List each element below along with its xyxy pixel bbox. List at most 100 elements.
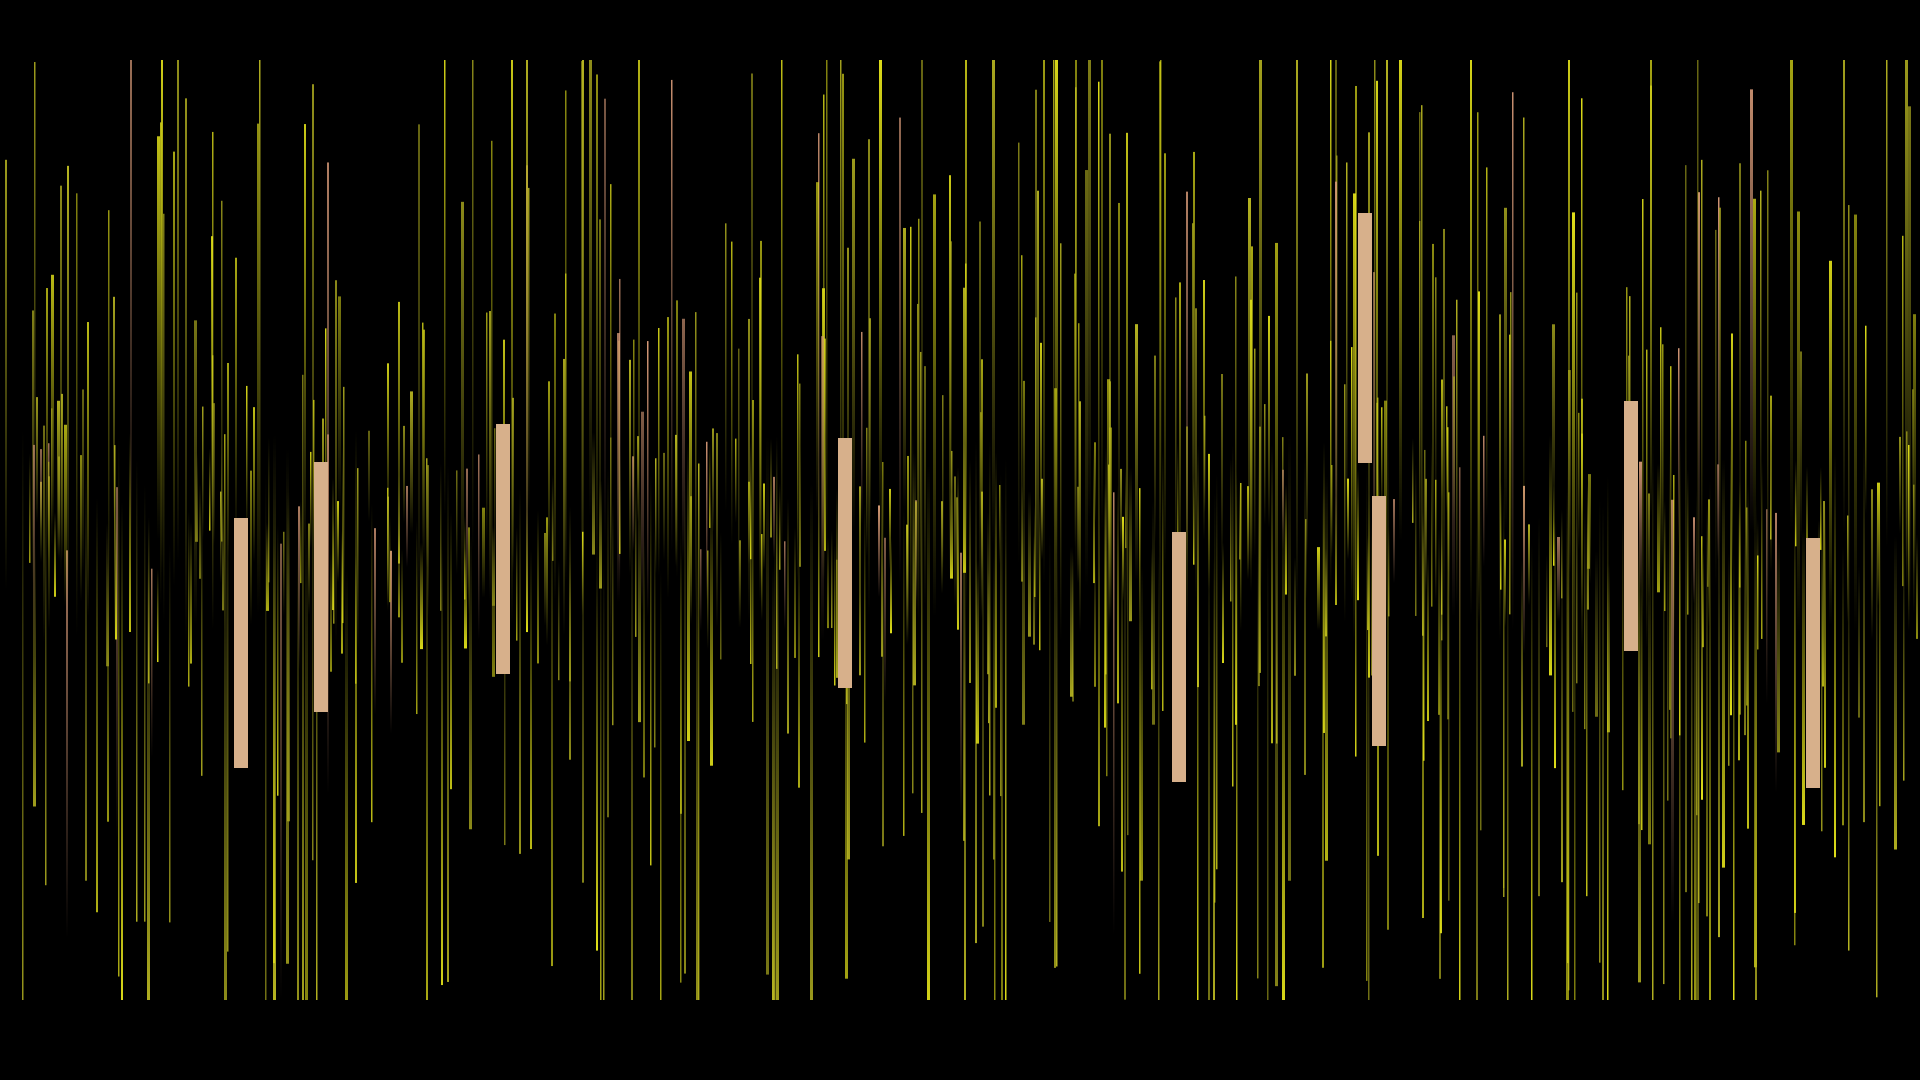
light-streak xyxy=(1118,202,1120,534)
light-streak xyxy=(40,449,42,530)
light-streak xyxy=(1043,60,1045,584)
light-streak xyxy=(312,523,314,861)
light-streak xyxy=(1459,510,1461,1000)
light-streak xyxy=(810,483,813,1000)
light-streak xyxy=(1109,381,1111,625)
light-streak xyxy=(87,322,89,617)
light-streak xyxy=(526,60,528,594)
light-streak xyxy=(1443,228,1445,610)
light-streak xyxy=(1285,484,1287,595)
light-streak xyxy=(1795,460,1797,547)
light-streak xyxy=(54,512,56,597)
light-streak xyxy=(486,312,488,542)
light-streak xyxy=(466,468,468,596)
light-streak xyxy=(979,221,981,622)
light-streak xyxy=(759,277,761,603)
light-streak xyxy=(1584,512,1586,730)
light-streak xyxy=(161,60,163,574)
light-block xyxy=(314,462,328,712)
light-streak xyxy=(1135,324,1138,581)
light-streak xyxy=(1034,504,1036,597)
light-streak xyxy=(222,499,224,611)
light-streak xyxy=(1576,292,1578,519)
light-streak xyxy=(1834,454,1836,858)
light-streak xyxy=(709,443,711,528)
light-streak xyxy=(1251,246,1253,561)
light-streak xyxy=(66,550,68,939)
light-streak xyxy=(981,359,983,570)
light-streak xyxy=(1222,542,1224,664)
light-streak xyxy=(277,525,279,796)
light-streak xyxy=(1902,440,1904,587)
light-streak xyxy=(1499,314,1501,642)
light-streak xyxy=(1235,469,1237,725)
light-streak xyxy=(1660,327,1662,585)
light-streak xyxy=(750,495,752,664)
light-streak xyxy=(420,542,423,650)
light-streak xyxy=(1421,105,1423,634)
light-streak xyxy=(772,565,774,1000)
light-streak xyxy=(1186,191,1188,562)
light-streak xyxy=(658,327,660,576)
light-streak xyxy=(1899,436,1901,534)
light-streak xyxy=(355,431,357,883)
light-streak xyxy=(1282,491,1285,1000)
light-streak xyxy=(992,60,995,546)
light-streak xyxy=(1470,60,1472,616)
light-streak xyxy=(338,296,341,512)
light-streak xyxy=(1140,566,1143,881)
light-streak xyxy=(1731,333,1733,573)
light-streak xyxy=(268,437,270,583)
light-streak xyxy=(629,359,631,576)
light-streak xyxy=(118,436,120,977)
light-streak xyxy=(933,194,936,618)
light-streak xyxy=(1894,536,1897,850)
light-streak xyxy=(1581,398,1583,649)
light-streak xyxy=(1483,435,1485,567)
light-streak xyxy=(1667,543,1669,801)
light-streak xyxy=(300,501,302,584)
light-streak xyxy=(389,515,391,603)
light-streak xyxy=(826,60,828,565)
light-streak xyxy=(731,241,733,546)
light-streak xyxy=(1388,526,1390,617)
light-streak xyxy=(680,553,682,814)
light-streak xyxy=(1622,513,1624,791)
light-streak xyxy=(1107,379,1110,547)
light-streak xyxy=(965,60,967,612)
light-streak xyxy=(1745,440,1747,631)
light-streak xyxy=(1124,499,1126,1000)
light-streak xyxy=(707,550,709,650)
light-streak xyxy=(1790,60,1793,531)
light-streak xyxy=(582,519,584,883)
light-streak xyxy=(1566,490,1569,1000)
light-block xyxy=(1806,538,1820,788)
light-streak xyxy=(387,496,389,606)
light-streak xyxy=(1098,451,1100,827)
light-streak xyxy=(551,483,553,967)
light-streak xyxy=(1709,480,1711,1000)
light-streak xyxy=(1037,190,1039,616)
light-streak xyxy=(995,451,997,708)
light-streak xyxy=(422,322,424,554)
light-streak xyxy=(1306,373,1308,556)
light-streak xyxy=(1288,433,1291,881)
light-streak xyxy=(582,60,584,596)
light-streak xyxy=(761,534,763,621)
light-streak xyxy=(1425,478,1427,592)
light-streak xyxy=(253,407,255,563)
light-streak xyxy=(633,339,635,552)
light-streak xyxy=(1353,193,1356,643)
light-streak xyxy=(1192,223,1194,539)
light-streak xyxy=(763,483,765,570)
light-streak xyxy=(1697,60,1699,595)
light-streak xyxy=(787,497,789,734)
light-streak xyxy=(325,328,327,557)
light-streak xyxy=(927,465,930,1000)
light-streak xyxy=(1523,485,1525,654)
light-streak xyxy=(821,336,824,642)
light-streak xyxy=(1208,515,1210,1000)
light-streak xyxy=(684,476,686,974)
light-streak xyxy=(115,512,117,640)
light-streak xyxy=(1718,520,1720,938)
